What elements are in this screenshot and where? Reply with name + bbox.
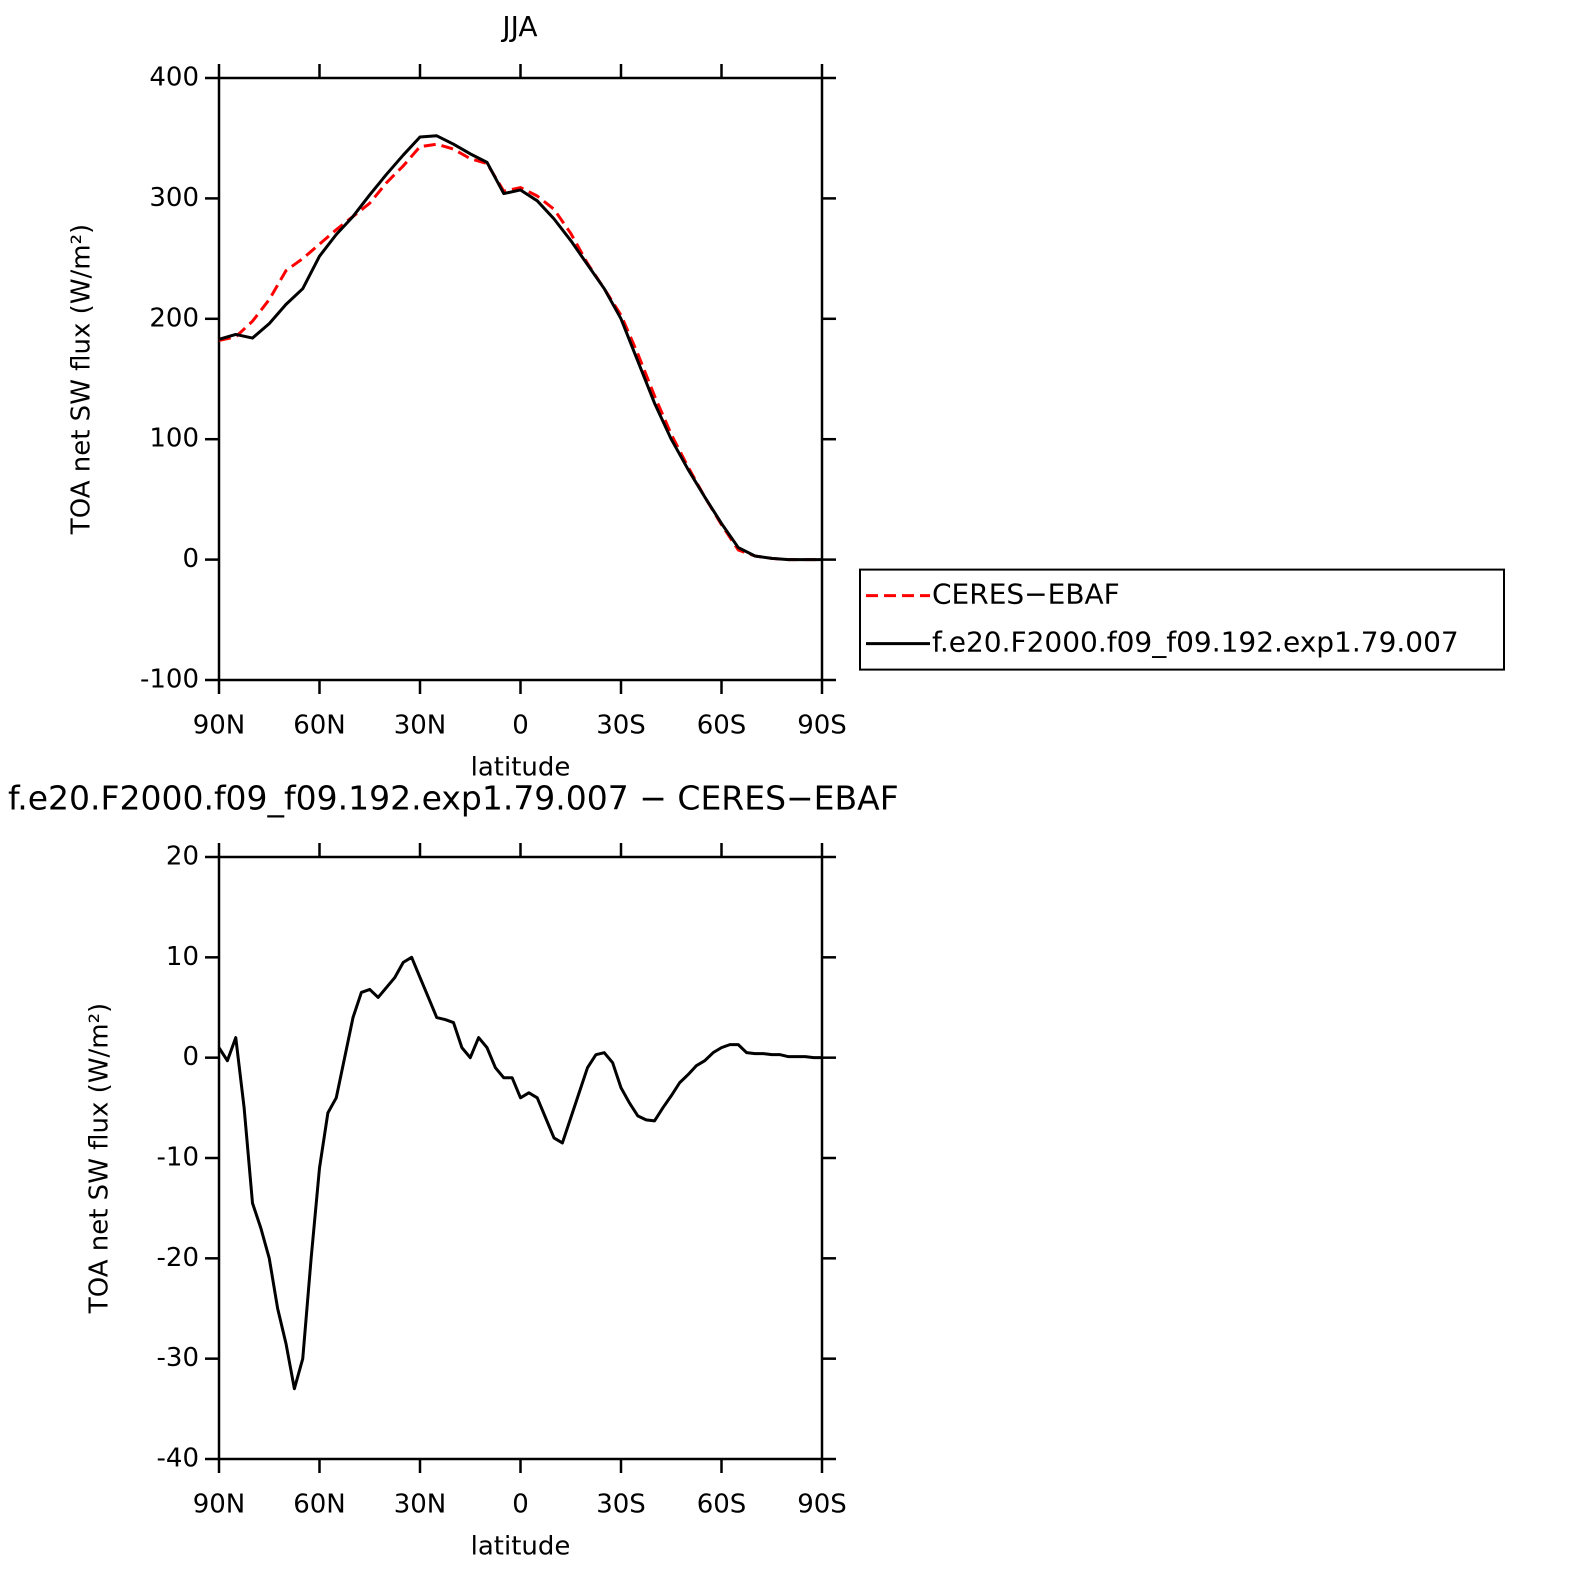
legend-label: CERES−EBAF [932, 578, 1120, 611]
plot-frame [217, 855, 824, 1461]
data-line [218, 142, 822, 562]
x-tick-label: 90N [193, 711, 246, 741]
chart-title: JJA [500, 10, 537, 43]
x-tick-label: 60S [697, 711, 747, 741]
y-tick-label: 400 [149, 63, 199, 93]
x-tick-label: 90N [193, 1490, 246, 1520]
plot-frame [217, 76, 824, 682]
y-tick-label: -30 [157, 1343, 199, 1373]
y-tick-label: -100 [140, 665, 199, 695]
x-tick-label: 60N [293, 711, 346, 741]
x-tick-label: 90S [797, 1490, 847, 1520]
y-tick-label: -10 [157, 1143, 199, 1173]
y-tick-label: 200 [149, 303, 199, 333]
x-tick-label: 0 [512, 1490, 529, 1520]
y-axis-label: TOA net SW flux (W/m²) [67, 224, 97, 535]
x-tick-label: 60N [293, 1490, 346, 1520]
y-tick-label: 0 [182, 544, 199, 574]
y-tick-label: 100 [149, 424, 199, 454]
y-tick-label: 10 [166, 942, 199, 972]
y-tick-label: 0 [182, 1042, 199, 1072]
y-axis-label: TOA net SW flux (W/m²) [85, 1003, 115, 1314]
legend-box [859, 568, 1505, 671]
x-tick-label: 0 [512, 711, 529, 741]
data-line [218, 134, 822, 562]
x-tick-label: 60S [697, 1490, 747, 1520]
x-tick-label: 30S [596, 1490, 646, 1520]
x-axis-label: latitude [471, 1532, 571, 1562]
x-tick-label: 30N [394, 1490, 447, 1520]
x-tick-label: 90S [797, 711, 847, 741]
chart-title: f.e20.F2000.f09_f09.192.exp1.79.007 − CE… [8, 779, 899, 818]
x-tick-label: 30N [394, 711, 447, 741]
y-tick-label: -40 [157, 1444, 199, 1474]
legend-label: f.e20.F2000.f09_f09.192.exp1.79.007 [932, 626, 1459, 659]
y-tick-label: -20 [157, 1243, 199, 1273]
x-axis-label: latitude [471, 753, 571, 783]
x-tick-label: 30S [596, 711, 646, 741]
y-tick-label: 20 [166, 842, 199, 872]
data-line [217, 955, 822, 1391]
y-tick-label: 300 [149, 183, 199, 213]
